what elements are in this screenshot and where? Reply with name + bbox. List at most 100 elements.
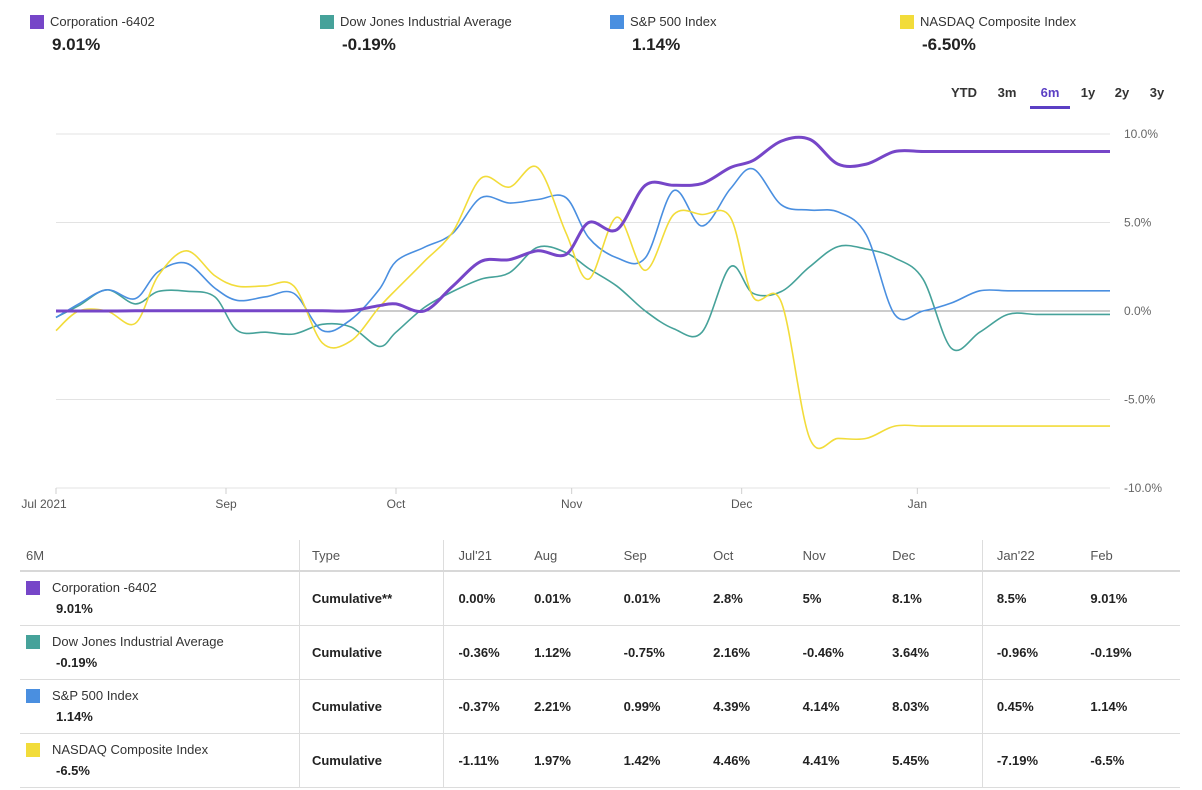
cell-nov: 4.41% — [802, 752, 840, 768]
cell-feb: 1.14% — [1090, 698, 1128, 714]
series-line-dow-jones-industrial-average — [55, 244, 1110, 352]
cell-jul21: -0.36% — [443, 625, 535, 679]
cell-aug: 2.21% — [534, 698, 571, 714]
row-name: Corporation -6402 — [52, 580, 157, 596]
row-swatch — [26, 634, 40, 649]
tab-ytd[interactable]: YTD — [951, 85, 977, 100]
col-header-jan22: Jan'22 — [981, 540, 1091, 572]
col-header-dec: Dec — [892, 540, 983, 572]
row-name-cell: Corporation -6402 9.01% — [20, 571, 299, 625]
y-tick-label: -5.0% — [1124, 393, 1156, 407]
cell-feb: -6.5% — [1090, 752, 1125, 768]
col-header-jul21: Jul'21 — [443, 540, 535, 572]
cell-jan22: -0.96% — [981, 625, 1091, 679]
performance-line-chart: 10.0% 5.0% 0.0% -5.0% -10.0% Jul 2021 Sep Oct N… — [21, 127, 1162, 511]
legend-label: NASDAQ Composite Index — [920, 14, 1077, 29]
cell-oct: 4.39% — [713, 698, 751, 714]
cell-jan22: 0.45% — [981, 679, 1091, 733]
cell-nov: -0.46% — [802, 644, 844, 660]
legend-label: S&P 500 Index — [630, 14, 717, 29]
cell-nov: 5% — [802, 590, 822, 606]
legend-label: Corporation -6402 — [50, 14, 155, 29]
table-row: NASDAQ Composite Index -6.5% Cumulative … — [20, 733, 1180, 787]
row-total: 1.14% — [56, 709, 93, 724]
legend-value: -6.50% — [922, 35, 976, 54]
legend-swatch — [30, 14, 44, 29]
row-total: -6.5% — [56, 763, 90, 778]
col-header-oct: Oct — [713, 540, 803, 572]
x-tick-label: Oct — [387, 497, 406, 511]
col-header-period: 6M — [20, 540, 300, 572]
legend-value: 9.01% — [52, 35, 101, 54]
tab-3m[interactable]: 3m — [997, 85, 1017, 100]
legend-value: 1.14% — [632, 35, 681, 54]
legend-label: Dow Jones Industrial Average — [340, 14, 512, 29]
row-name: S&P 500 Index — [52, 688, 139, 703]
col-header-type: Type — [298, 540, 444, 572]
table-row: Corporation -6402 9.01% Cumulative** 0.0… — [20, 571, 1180, 625]
cell-feb: 9.01% — [1090, 590, 1128, 606]
cell-nov: 4.14% — [802, 698, 840, 714]
cell-sep: -0.75% — [623, 644, 665, 660]
col-header-aug: Aug — [534, 540, 624, 572]
cell-jul21: -1.11% — [443, 733, 535, 787]
x-axis: Jul 2021 Sep Oct Nov Dec Jan — [21, 488, 927, 511]
y-tick-label: 10.0% — [1124, 127, 1158, 141]
legend-item-dow[interactable]: Dow Jones Industrial Average -0.19% — [320, 14, 512, 55]
cell-jul21: 0.00% — [443, 571, 535, 625]
legend-swatch — [610, 14, 624, 29]
row-swatch — [26, 688, 40, 703]
legend-value: -0.19% — [342, 35, 396, 54]
cell-jul21: -0.37% — [443, 679, 535, 733]
row-name-cell: S&P 500 Index 1.14% — [20, 679, 299, 733]
row-total: -0.19% — [56, 655, 98, 670]
x-tick-label: Jan — [908, 497, 927, 511]
x-tick-label: Dec — [731, 497, 752, 511]
legend-swatch — [900, 14, 914, 29]
cell-dec: 5.45% — [892, 752, 930, 768]
cell-aug: 0.01% — [534, 590, 571, 606]
row-total: 9.01% — [56, 601, 93, 617]
row-name: Dow Jones Industrial Average — [52, 634, 224, 649]
y-tick-label: 0.0% — [1124, 304, 1152, 318]
row-name: NASDAQ Composite Index — [52, 742, 209, 757]
cell-oct: 2.16% — [713, 644, 751, 660]
row-name-cell: Dow Jones Industrial Average -0.19% — [20, 625, 299, 679]
cell-sep: 0.01% — [623, 590, 661, 606]
col-header-nov: Nov — [802, 540, 893, 572]
cell-oct: 4.46% — [713, 752, 751, 768]
col-header-sep: Sep — [623, 540, 714, 572]
tab-3y[interactable]: 3y — [1149, 85, 1165, 100]
table-row: Dow Jones Industrial Average -0.19% Cumu… — [20, 625, 1180, 679]
chart-series — [55, 135, 1110, 450]
series-line-corporation-6402 — [56, 135, 1110, 314]
cell-jan22: 8.5% — [981, 571, 1091, 625]
tab-1y[interactable]: 1y — [1080, 85, 1096, 100]
series-line-s-p-500-index — [55, 167, 1110, 333]
cell-sep: 1.42% — [623, 752, 661, 768]
legend-item-corporation[interactable]: Corporation -6402 9.01% — [30, 14, 155, 55]
col-header-feb: Feb — [1090, 540, 1180, 572]
legend-item-nasdaq[interactable]: NASDAQ Composite Index -6.50% — [900, 14, 1076, 55]
table-row: S&P 500 Index 1.14% Cumulative -0.37% 2.… — [20, 679, 1180, 733]
y-tick-label: 5.0% — [1124, 216, 1152, 230]
cell-feb: -0.19% — [1090, 644, 1132, 660]
row-name-cell: NASDAQ Composite Index -6.5% — [20, 733, 299, 787]
series-line-nasdaq-composite-index — [55, 165, 1110, 450]
x-tick-label: Nov — [561, 497, 582, 511]
cell-oct: 2.8% — [713, 590, 743, 606]
cell-dec: 8.1% — [892, 590, 922, 606]
tab-6m[interactable]: 6m — [1030, 82, 1070, 109]
range-tabs: YTD 3m 6m 1y 2y 3y — [944, 82, 1174, 109]
x-tick-label: Jul 2021 — [21, 497, 67, 511]
tab-2y[interactable]: 2y — [1114, 85, 1130, 100]
y-axis: 10.0% 5.0% 0.0% -5.0% -10.0% — [1124, 127, 1162, 495]
row-type: Cumulative** — [298, 571, 444, 625]
chart-legend: Corporation -6402 9.01% Dow Jones Indust… — [28, 14, 1188, 58]
row-type: Cumulative — [298, 733, 444, 787]
cell-aug: 1.97% — [534, 752, 571, 768]
performance-table: 6M Type Jul'21 Aug Sep Oct Nov Dec Jan'2… — [20, 540, 1180, 788]
cell-dec: 8.03% — [892, 698, 930, 714]
cell-dec: 3.64% — [892, 644, 930, 660]
legend-item-sp500[interactable]: S&P 500 Index 1.14% — [610, 14, 717, 55]
